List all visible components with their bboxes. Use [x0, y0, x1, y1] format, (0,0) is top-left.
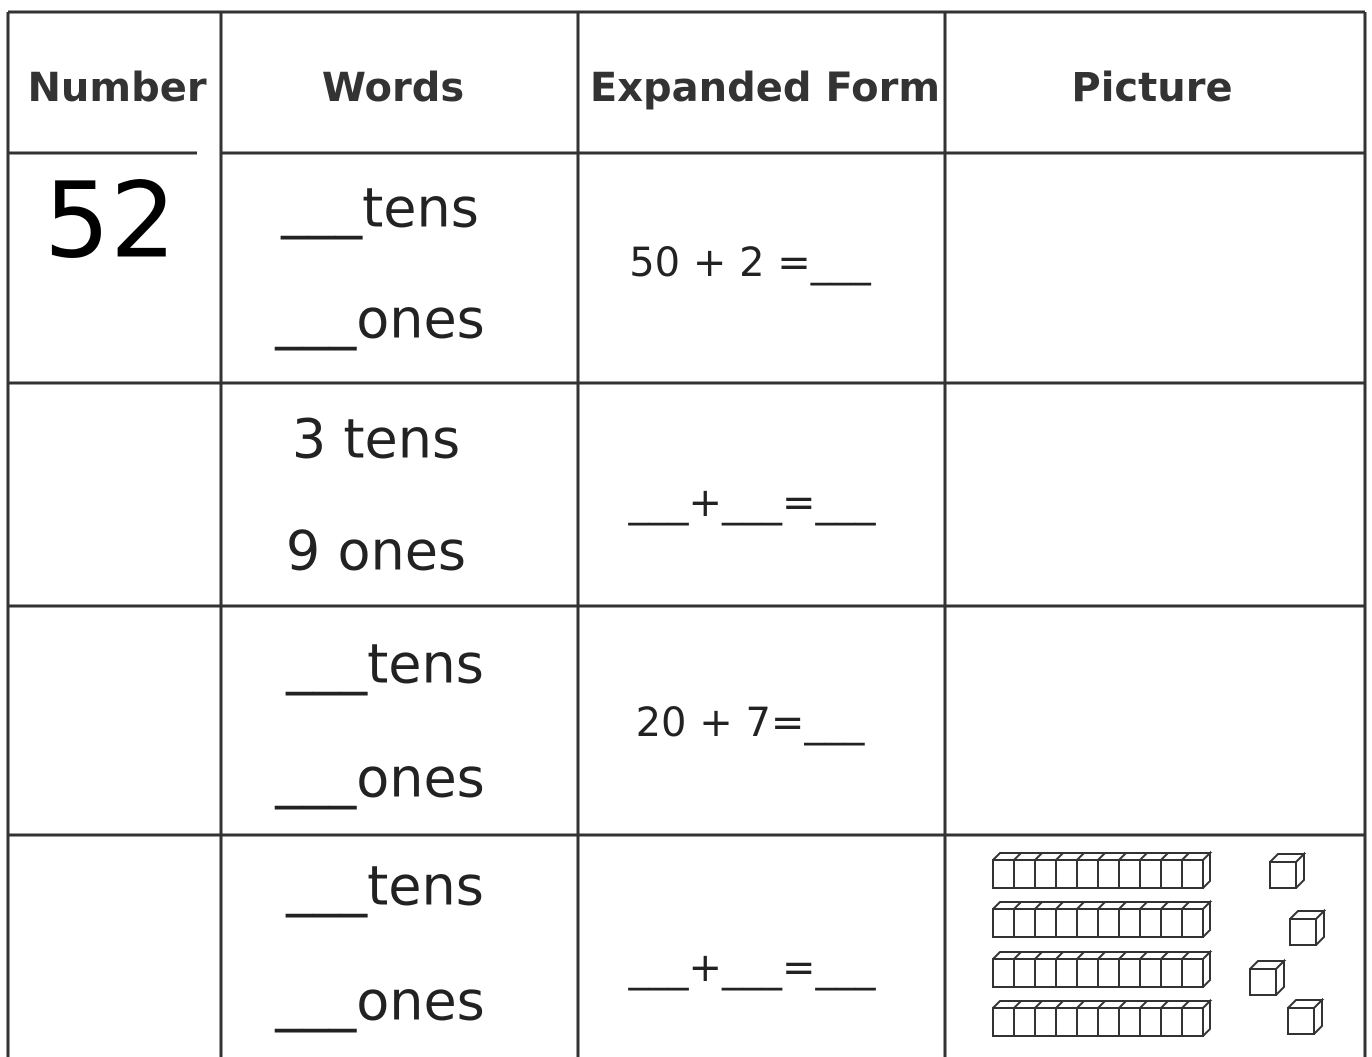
- ten-rod: [992, 850, 1213, 889]
- unit-cube: [1269, 851, 1307, 889]
- words-ones: ___ones: [274, 970, 485, 1033]
- words-tens: ___tens: [285, 855, 484, 918]
- words-tens: ___tens: [280, 177, 479, 240]
- unit-cube: [1249, 958, 1287, 996]
- expanded-form: 20 + 7=___: [636, 700, 866, 746]
- number-cell: 52: [44, 159, 176, 281]
- base-ten-picture: [992, 850, 1327, 1037]
- header-cell: Number: [27, 65, 206, 111]
- expanded-form: ___+___=___: [627, 480, 876, 526]
- header-cell: Picture: [1071, 65, 1232, 111]
- header-cell: Expanded Form: [590, 65, 940, 111]
- words-ones: 9 ones: [286, 520, 466, 583]
- header-cell: Words: [322, 65, 464, 111]
- words-tens: 3 tens: [292, 408, 460, 471]
- ten-rod: [992, 899, 1213, 938]
- unit-cube: [1289, 908, 1327, 946]
- expanded-form: 50 + 2 =___: [629, 240, 872, 286]
- words-ones: ___ones: [274, 288, 485, 351]
- ten-rod: [992, 949, 1213, 988]
- ten-rod: [992, 998, 1213, 1037]
- expanded-form: ___+___=___: [627, 945, 876, 991]
- words-tens: ___tens: [285, 633, 484, 696]
- table-grid: [6, 10, 1367, 1057]
- words-ones: ___ones: [274, 747, 485, 810]
- unit-cube: [1287, 997, 1325, 1035]
